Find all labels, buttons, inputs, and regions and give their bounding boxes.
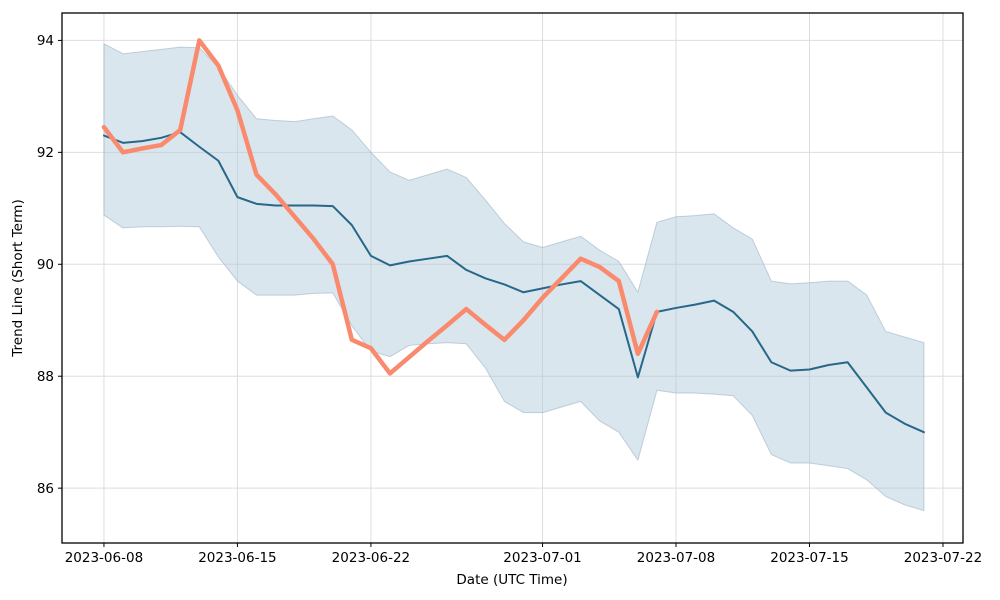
x-tick-label: 2023-07-01 — [503, 550, 581, 566]
confidence-band — [103, 43, 925, 512]
x-axis-label: Date (UTC Time) — [456, 572, 567, 588]
y-tick-label: 90 — [37, 257, 54, 273]
y-tick-label: 94 — [37, 33, 54, 49]
x-tick-label: 2023-06-22 — [332, 550, 410, 566]
x-tick-label: 2023-06-08 — [65, 550, 143, 566]
trend-line — [102, 131, 925, 434]
plot-border — [61, 12, 964, 544]
y-tick-label: 86 — [37, 481, 54, 497]
x-tick-label: 2023-07-15 — [770, 550, 848, 566]
grid-layer — [62, 13, 963, 543]
y-axis-label: Trend Line (Short Term) — [10, 199, 26, 357]
x-tick-label: 2023-07-08 — [637, 550, 715, 566]
axis-layer: 2023-06-08 2023-06-15 2023-06-22 2023-07-01… — [37, 12, 982, 566]
short-term-line — [101, 38, 660, 376]
x-tick-label: 2023-07-22 — [904, 550, 982, 566]
y-tick-label: 88 — [37, 369, 54, 385]
y-tick-label: 92 — [37, 145, 54, 161]
data-layer — [101, 38, 925, 512]
x-tick-label: 2023-06-15 — [198, 550, 276, 566]
